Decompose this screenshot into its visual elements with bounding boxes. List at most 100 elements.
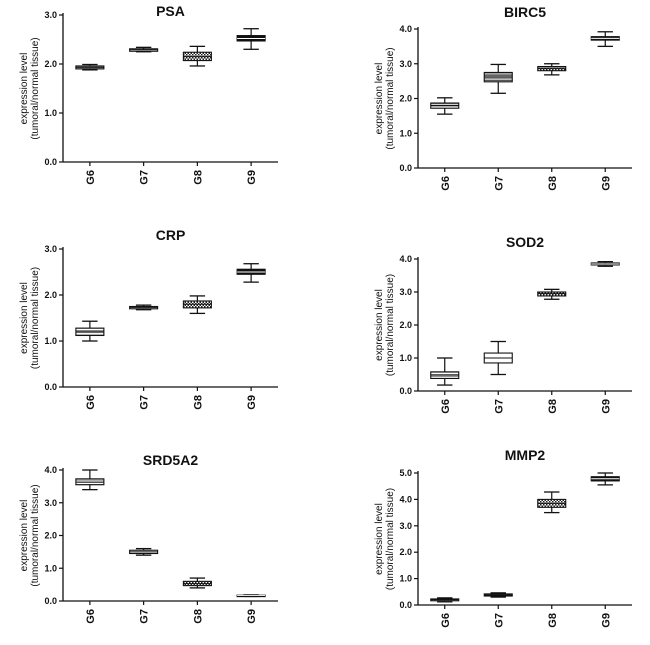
y-tick-label: 3.0 bbox=[44, 10, 57, 20]
box-g9 bbox=[236, 594, 266, 598]
x-tick-label-g7: G7 bbox=[493, 399, 505, 414]
box-g8 bbox=[537, 63, 567, 76]
box-g7 bbox=[483, 63, 513, 94]
box-g6 bbox=[430, 97, 460, 115]
box-g9 bbox=[236, 263, 266, 283]
box-g9 bbox=[236, 28, 266, 50]
x-tick-label-g8: G8 bbox=[547, 176, 559, 191]
box-g6 bbox=[430, 597, 460, 603]
box-g6 bbox=[75, 469, 105, 491]
y-tick-label: 4.0 bbox=[44, 465, 57, 475]
y-tick-label: 2.0 bbox=[399, 547, 412, 557]
y-tick-label: 0.0 bbox=[44, 382, 57, 392]
box-g8 bbox=[182, 577, 212, 589]
y-axis-label-line2: (tumoral/normal tissue) bbox=[30, 484, 41, 586]
y-tick-label: 0.0 bbox=[44, 596, 57, 606]
y-tick-label: 1.0 bbox=[44, 336, 57, 346]
chart-birc5: BIRC5 0.0 1.0 2.0 3.0 4.0 expression level (tum… bbox=[374, 4, 632, 191]
x-tick-label-g9: G9 bbox=[600, 176, 612, 191]
x-tick-label-g6: G6 bbox=[440, 176, 452, 191]
y-tick-label: 3.0 bbox=[44, 498, 57, 508]
x-tick-label-g8: G8 bbox=[192, 395, 204, 410]
x-tick-label-g8: G8 bbox=[192, 609, 204, 624]
y-axis-label: expression level (tumoral/normal tissue) bbox=[374, 488, 396, 590]
y-axis-label-line2: (tumoral/normal tissue) bbox=[385, 47, 396, 149]
y-tick-label: 2.0 bbox=[44, 531, 57, 541]
y-tick-label: 5.0 bbox=[399, 468, 412, 478]
y-tick-label: 3.0 bbox=[44, 244, 57, 254]
x-tick-label-g9: G9 bbox=[600, 613, 612, 628]
y-tick-label: 3.0 bbox=[399, 59, 412, 69]
box-g6 bbox=[75, 320, 105, 342]
y-axis-label-line2: (tumoral/normal tissue) bbox=[30, 37, 41, 139]
y-axis-label: expression level (tumoral/normal tissue) bbox=[19, 37, 41, 139]
x-tick-label-g6: G6 bbox=[85, 609, 97, 624]
box-g6 bbox=[75, 63, 105, 71]
box-g8 bbox=[182, 295, 212, 315]
chart-title: SRD5A2 bbox=[143, 452, 198, 468]
y-axis-label-line1: expression level bbox=[374, 503, 385, 575]
box-g7 bbox=[129, 304, 159, 311]
x-tick-label-g7: G7 bbox=[139, 170, 151, 185]
y-tick-label: 0.0 bbox=[399, 163, 412, 173]
box-g8 bbox=[537, 491, 567, 514]
x-tick-label-g9: G9 bbox=[246, 170, 258, 185]
box-g6 bbox=[430, 357, 460, 386]
box-g8 bbox=[182, 45, 212, 67]
x-tick-label-g7: G7 bbox=[493, 613, 505, 628]
y-tick-label: 3.0 bbox=[399, 287, 412, 297]
y-tick-label: 2.0 bbox=[44, 290, 57, 300]
y-tick-label: 4.0 bbox=[399, 494, 412, 504]
x-tick-label-g7: G7 bbox=[493, 176, 505, 191]
y-axis-label: expression level (tumoral/normal tissue) bbox=[374, 47, 396, 149]
chart-title: BIRC5 bbox=[504, 4, 546, 20]
y-tick-label: 4.0 bbox=[399, 24, 412, 34]
x-tick-label-g9: G9 bbox=[600, 399, 612, 414]
y-axis-label-line1: expression level bbox=[19, 53, 30, 125]
x-tick-label-g6: G6 bbox=[85, 395, 97, 410]
box-g8 bbox=[537, 288, 567, 300]
box-g9 bbox=[590, 260, 620, 267]
box-g9 bbox=[590, 472, 620, 486]
chart-title: PSA bbox=[156, 3, 185, 19]
x-tick-label-g6: G6 bbox=[440, 399, 452, 414]
x-tick-label-g7: G7 bbox=[139, 609, 151, 624]
y-axis-label: expression level (tumoral/normal tissue) bbox=[19, 267, 41, 369]
box-g9 bbox=[590, 31, 620, 48]
chart-title: MMP2 bbox=[505, 447, 546, 463]
y-tick-label: 0.0 bbox=[399, 600, 412, 610]
x-tick-label-g7: G7 bbox=[139, 395, 151, 410]
x-tick-label-g6: G6 bbox=[440, 613, 452, 628]
y-tick-label: 1.0 bbox=[44, 108, 57, 118]
y-axis-label: expression level (tumoral/normal tissue) bbox=[19, 484, 41, 586]
y-axis-label: expression level (tumoral/normal tissue) bbox=[374, 274, 396, 376]
y-axis-label-line2: (tumoral/normal tissue) bbox=[385, 274, 396, 376]
y-tick-label: 1.0 bbox=[399, 574, 412, 584]
chart-title: CRP bbox=[156, 227, 186, 243]
y-axis-label-line1: expression level bbox=[374, 63, 385, 135]
x-tick-label-g9: G9 bbox=[246, 395, 258, 410]
box-g7 bbox=[483, 340, 513, 376]
x-tick-label-g9: G9 bbox=[246, 609, 258, 624]
y-tick-label: 2.0 bbox=[399, 94, 412, 104]
x-tick-label-g8: G8 bbox=[192, 170, 204, 185]
chart-title: SOD2 bbox=[506, 234, 544, 250]
y-tick-label: 1.0 bbox=[44, 563, 57, 573]
x-tick-label-g8: G8 bbox=[547, 613, 559, 628]
box-g7 bbox=[129, 547, 159, 556]
chart-crp: CRP 0.0 1.0 2.0 3.0 expression level (tumoral/… bbox=[19, 227, 278, 410]
y-axis-label-line1: expression level bbox=[19, 500, 30, 572]
x-tick-label-g6: G6 bbox=[85, 170, 97, 185]
y-axis-label-line2: (tumoral/normal tissue) bbox=[30, 267, 41, 369]
y-tick-label: 1.0 bbox=[399, 353, 412, 363]
y-tick-label: 2.0 bbox=[44, 59, 57, 69]
box-g7 bbox=[483, 592, 513, 598]
x-tick-label-g8: G8 bbox=[547, 399, 559, 414]
chart-psa: PSA 0.0 1.0 2.0 3.0 expression level (tumoral/… bbox=[19, 3, 278, 185]
box-g7 bbox=[129, 46, 159, 53]
y-tick-label: 0.0 bbox=[44, 157, 57, 167]
